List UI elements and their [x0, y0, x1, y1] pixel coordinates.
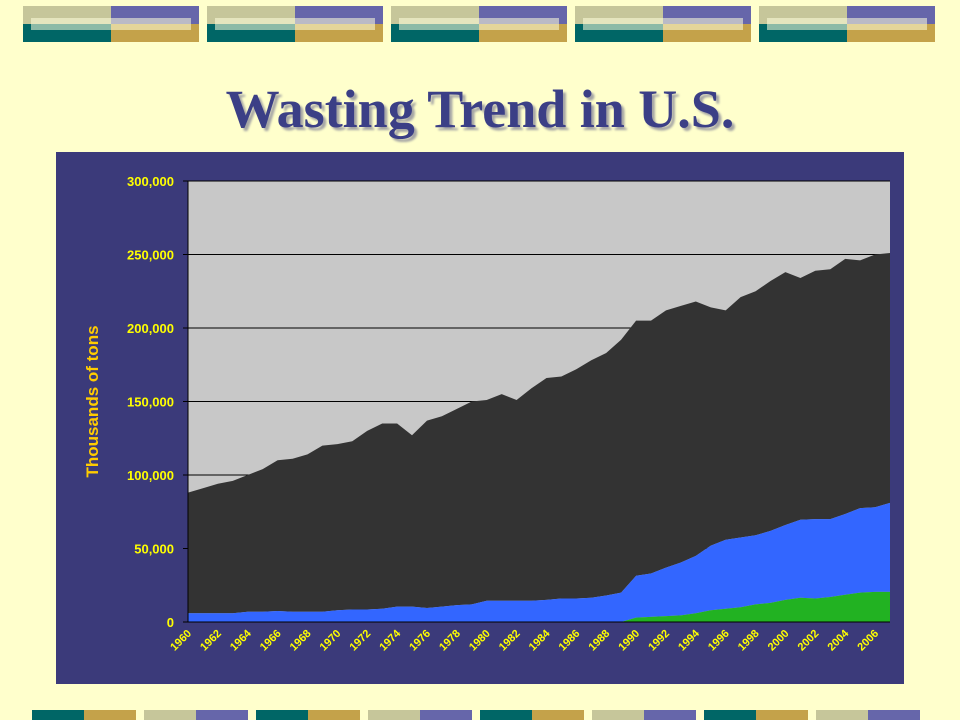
- band-tile: [592, 710, 696, 720]
- x-tick-label: 1972: [348, 628, 374, 654]
- band-tile: [368, 710, 472, 720]
- x-tick-label: 1982: [497, 628, 523, 654]
- area-series-dark: [188, 253, 890, 614]
- y-tick-label: 150,000: [127, 395, 174, 410]
- y-axis-label: Thousands of tons: [83, 325, 102, 477]
- x-tick-label: 1978: [437, 628, 463, 654]
- band-tile: [480, 710, 584, 720]
- x-tick-label: 1994: [676, 627, 702, 653]
- band-tile: [759, 6, 935, 42]
- x-axis-ticks: 1960 1962 1964 1966 1968 1970 1972 1974 1976 1978…: [168, 627, 881, 653]
- chart-panel: 0 50,000 100,000 150,000 200,000 250,000 300,0…: [56, 152, 904, 684]
- band-tile: [575, 6, 751, 42]
- y-tick-label: 250,000: [127, 248, 174, 263]
- x-tick-label: 1996: [706, 628, 732, 654]
- x-tick-label: 1988: [587, 628, 613, 654]
- y-axis-ticks: 0 50,000 100,000 150,000 200,000 250,000 300,0…: [127, 174, 188, 630]
- x-tick-label: 1998: [736, 628, 762, 654]
- band-tile: [816, 710, 920, 720]
- y-tick-label: 50,000: [134, 542, 174, 557]
- x-tick-label: 1976: [407, 628, 433, 654]
- slide-title: Wasting Trend in U.S.: [225, 79, 735, 139]
- x-tick-label: 2000: [766, 628, 792, 654]
- band-tile: [32, 710, 136, 720]
- x-tick-label: 1984: [527, 627, 553, 653]
- x-tick-label: 1960: [168, 628, 194, 654]
- band-tile: [23, 6, 199, 42]
- area-series-blue: [188, 502, 890, 622]
- y-tick-label: 300,000: [127, 174, 174, 189]
- x-tick-label: 2002: [796, 628, 822, 654]
- band-tile: [144, 710, 248, 720]
- x-tick-label: 1964: [228, 627, 254, 653]
- y-tick-label: 0: [167, 615, 174, 630]
- x-tick-label: 1986: [557, 628, 583, 654]
- y-tick-label: 100,000: [127, 468, 174, 483]
- x-tick-label: 1966: [258, 628, 284, 654]
- bottom-decorative-band: [0, 710, 960, 720]
- y-tick-label: 200,000: [127, 321, 174, 336]
- x-tick-label: 2006: [855, 628, 881, 654]
- x-tick-label: 1980: [467, 628, 493, 654]
- x-tick-label: 2004: [826, 627, 852, 653]
- band-tile: [256, 710, 360, 720]
- area-series-green: [188, 591, 890, 622]
- band-tile: [704, 710, 808, 720]
- x-tick-label: 1962: [198, 628, 224, 654]
- x-tick-label: 1990: [616, 628, 642, 654]
- band-tile: [207, 6, 383, 42]
- top-decorative-band: [0, 6, 960, 46]
- x-tick-label: 1968: [288, 628, 314, 654]
- x-tick-label: 1992: [646, 628, 672, 654]
- area-chart: 0 50,000 100,000 150,000 200,000 250,000 300,0…: [83, 174, 890, 653]
- x-tick-label: 1970: [318, 628, 344, 654]
- band-tile: [391, 6, 567, 42]
- x-tick-label: 1974: [377, 627, 403, 653]
